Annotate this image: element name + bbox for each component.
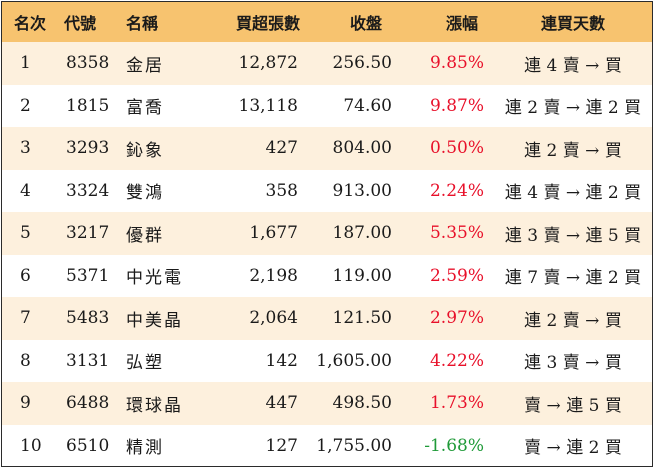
code-cell: 3293 <box>66 138 110 159</box>
consecutive-days-cell: 連 2 賣 → 買 <box>524 140 622 161</box>
change-cell: 0.50% <box>429 138 484 159</box>
close-price-cell: 121.50 <box>332 308 392 329</box>
name-cell: 中美晶 <box>126 310 183 331</box>
net-buy-volume-cell: 13,118 <box>238 95 298 116</box>
header-close: 收盤 <box>349 14 382 33</box>
table-row: 8 3131 弘塑 142 1,605.00 4.22% 連 3 賣 → 買 <box>2 339 652 382</box>
header-code: 代號 <box>64 14 97 33</box>
table-row: 9 6488 環球晶 447 498.50 1.73% 賣 → 連 5 買 <box>2 382 652 425</box>
header-consecutive-days: 連買天數 <box>540 14 605 33</box>
name-cell: 優群 <box>126 225 164 246</box>
name-cell: 環球晶 <box>126 395 183 416</box>
net-buy-volume-cell: 447 <box>265 393 298 414</box>
close-price-cell: 187.00 <box>332 223 392 244</box>
change-cell: 4.22% <box>429 350 484 371</box>
table-row: 10 6510 精測 127 1,755.00 -1.68% 賣 → 連 2 買 <box>2 424 652 466</box>
net-buy-volume-cell: 358 <box>265 180 298 201</box>
consecutive-days-cell: 賣 → 連 2 買 <box>524 438 622 459</box>
consecutive-days-cell: 連 2 賣 → 連 2 買 <box>504 98 642 119</box>
rank-cell: 6 <box>20 265 31 286</box>
net-buy-volume-cell: 12,872 <box>238 53 298 74</box>
net-buy-volume-cell: 427 <box>265 138 298 159</box>
header-change: 漲幅 <box>445 14 478 33</box>
close-price-cell: 74.60 <box>343 95 392 116</box>
net-buy-volume-cell: 127 <box>265 435 298 456</box>
rank-cell: 4 <box>20 180 31 201</box>
rank-cell: 3 <box>20 138 31 159</box>
consecutive-days-cell: 連 7 賣 → 連 2 買 <box>504 268 642 289</box>
rank-cell: 7 <box>20 308 31 329</box>
rank-cell: 10 <box>20 435 42 456</box>
code-cell: 8358 <box>66 53 110 74</box>
rank-cell: 2 <box>20 95 31 116</box>
consecutive-days-cell: 連 3 賣 → 買 <box>524 353 622 374</box>
table-row: 4 3324 雙鴻 358 913.00 2.24% 連 4 賣 → 連 2 買 <box>2 169 652 212</box>
close-price-cell: 256.50 <box>332 53 392 74</box>
name-cell: 弘塑 <box>126 353 164 374</box>
net-buy-volume-cell: 2,064 <box>249 308 298 329</box>
table-row: 6 5371 中光電 2,198 119.00 2.59% 連 7 賣 → 連 2 買 <box>2 254 652 297</box>
change-cell: 9.85% <box>429 53 484 74</box>
table-row: 2 1815 富喬 13,118 74.60 9.87% 連 2 賣 → 連 2 買 <box>2 84 652 127</box>
close-price-cell: 1,755.00 <box>316 435 392 456</box>
header-name: 名稱 <box>126 14 159 33</box>
change-cell: 2.97% <box>429 308 484 329</box>
name-cell: 中光電 <box>126 268 183 289</box>
consecutive-days-cell: 連 2 賣 → 買 <box>524 310 622 331</box>
table-row: 1 8358 金居 12,872 256.50 9.85% 連 4 賣 → 買 <box>2 42 652 85</box>
change-cell: 5.35% <box>429 223 484 244</box>
change-cell: 2.24% <box>429 180 484 201</box>
rank-cell: 8 <box>20 350 31 371</box>
net-buy-volume-cell: 1,677 <box>249 223 298 244</box>
consecutive-days-cell: 賣 → 連 5 買 <box>524 395 622 416</box>
name-cell: 雙鴻 <box>126 183 164 204</box>
rank-cell: 1 <box>20 53 31 74</box>
code-cell: 3324 <box>66 180 110 201</box>
code-cell: 5483 <box>66 308 110 329</box>
consecutive-days-cell: 連 4 賣 → 連 2 買 <box>504 183 642 204</box>
consecutive-days-cell: 連 3 賣 → 連 5 買 <box>504 225 642 246</box>
code-cell: 1815 <box>66 95 110 116</box>
change-cell: -1.68% <box>424 435 484 456</box>
rank-cell: 9 <box>20 393 31 414</box>
name-cell: 鈊象 <box>126 140 164 161</box>
change-cell: 1.73% <box>429 393 484 414</box>
code-cell: 5371 <box>66 265 110 286</box>
name-cell: 金居 <box>126 55 164 76</box>
table-row: 3 3293 鈊象 427 804.00 0.50% 連 2 賣 → 買 <box>2 127 652 170</box>
close-price-cell: 119.00 <box>332 265 392 286</box>
code-cell: 3217 <box>66 223 110 244</box>
table-body: 1 8358 金居 12,872 256.50 9.85% 連 4 賣 → 買 2 1815 富喬… <box>2 42 652 466</box>
consecutive-days-cell: 連 4 賣 → 買 <box>524 55 622 76</box>
code-cell: 6510 <box>66 435 110 456</box>
close-price-cell: 1,605.00 <box>316 350 392 371</box>
table-row: 5 3217 優群 1,677 187.00 5.35% 連 3 賣 → 連 5 買 <box>2 212 652 255</box>
table-header-row: 名次 代號 名稱 買超張數 收盤 漲幅 連買天數 <box>2 2 652 42</box>
table-row: 7 5483 中美晶 2,064 121.50 2.97% 連 2 賣 → 買 <box>2 297 652 340</box>
change-cell: 2.59% <box>429 265 484 286</box>
code-cell: 3131 <box>66 350 110 371</box>
close-price-cell: 804.00 <box>332 138 392 159</box>
net-buy-volume-cell: 142 <box>265 350 298 371</box>
name-cell: 精測 <box>126 438 164 459</box>
change-cell: 9.87% <box>429 95 484 116</box>
rank-cell: 5 <box>20 223 31 244</box>
header-rank: 名次 <box>14 14 47 33</box>
net-buy-volume-cell: 2,198 <box>249 265 298 286</box>
close-price-cell: 498.50 <box>332 393 392 414</box>
name-cell: 富喬 <box>126 98 164 119</box>
close-price-cell: 913.00 <box>332 180 392 201</box>
code-cell: 6488 <box>66 393 110 414</box>
header-net-buy-volume: 買超張數 <box>235 14 300 33</box>
